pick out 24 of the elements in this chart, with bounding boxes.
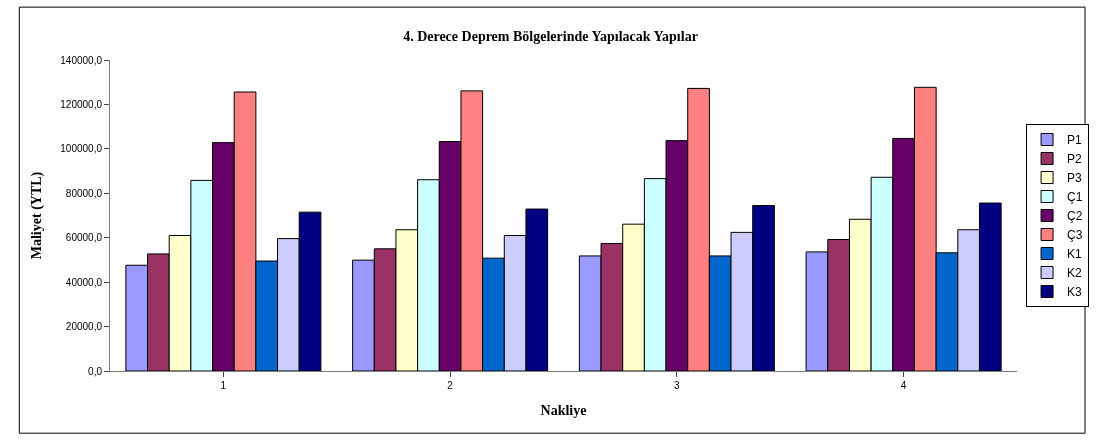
y-axis-title: Maliyet (YTL) <box>28 171 45 260</box>
y-tick-label: 20000,0 <box>65 321 103 333</box>
legend-label: K1 <box>1067 247 1083 262</box>
legend-label: P1 <box>1067 133 1083 148</box>
y-tick-label: 120000,0 <box>60 98 103 110</box>
y-tick-label: 60000,0 <box>65 232 103 244</box>
x-tick-label: 2 <box>447 380 454 391</box>
x-tick-label: 1 <box>220 380 227 391</box>
chart-title: 4. Derece Deprem Bölgelerinde Yapılacak Yapılar <box>403 28 698 44</box>
x-tick-label: 3 <box>674 380 681 391</box>
y-tick-label: 80000,0 <box>65 187 103 199</box>
legend-label: Ç3 <box>1067 228 1083 243</box>
x-axis-title: Nakliye <box>540 403 587 419</box>
legend-label: K3 <box>1067 285 1083 300</box>
legend-label: P2 <box>1067 152 1083 167</box>
legend-label: P3 <box>1067 171 1083 186</box>
legend-label: Ç1 <box>1067 190 1083 205</box>
x-tick-label: 4 <box>900 380 907 391</box>
y-tick-label: 40000,0 <box>65 276 103 288</box>
y-tick-label: 0,0 <box>88 365 103 377</box>
y-tick-label: 140000,0 <box>60 54 103 66</box>
legend-label: K2 <box>1067 266 1083 281</box>
y-tick-label: 100000,0 <box>60 143 103 155</box>
legend-label: Ç2 <box>1067 209 1083 224</box>
